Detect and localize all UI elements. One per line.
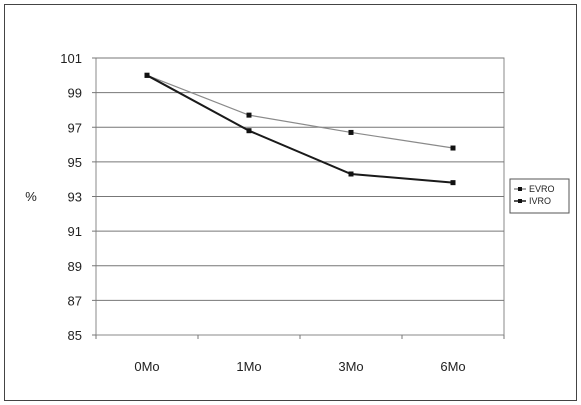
y-tick-label: 97 (68, 120, 82, 135)
y-tick-label: 99 (68, 86, 82, 101)
series-line-ivro (146, 74, 454, 184)
y-tick-label: 101 (60, 51, 82, 66)
legend-label-ivro: IVRO (529, 196, 551, 206)
x-tick-label: 3Mo (338, 359, 363, 374)
y-tick-label: 89 (68, 259, 82, 274)
y-tick-label: 91 (68, 224, 82, 239)
y-tick-label: 87 (68, 293, 82, 308)
y-tick-label: 95 (68, 155, 82, 170)
legend-label-evro: EVRO (529, 184, 555, 194)
y-tick-label: 85 (68, 328, 82, 343)
series-ivro (144, 72, 456, 186)
data-point-ivro (348, 171, 354, 177)
legend-box (509, 178, 570, 214)
x-tick-label: 1Mo (236, 359, 261, 374)
legend-marker-evro (518, 187, 522, 191)
data-point-evro (348, 129, 354, 135)
x-tick-label: 6Mo (440, 359, 465, 374)
series-layer (144, 72, 456, 186)
y-tick-label: 93 (68, 190, 82, 205)
x-tick-label: 0Mo (134, 359, 159, 374)
legend: EVRO IVRO (509, 178, 570, 214)
data-point-ivro (246, 128, 252, 134)
gridlines (96, 57, 504, 301)
y-axis-label: % (25, 189, 37, 204)
data-point-ivro (450, 180, 456, 186)
series-line-evro (146, 74, 454, 149)
data-point-evro (246, 112, 252, 118)
y-axis-ticks: 101 99 97 95 93 91 89 87 85 (60, 51, 96, 343)
data-point-evro (450, 145, 456, 151)
legend-marker-ivro (518, 199, 522, 203)
data-point-ivro (144, 72, 150, 78)
x-axis-ticks: 0Mo 1Mo 3Mo 6Mo (95, 335, 505, 374)
